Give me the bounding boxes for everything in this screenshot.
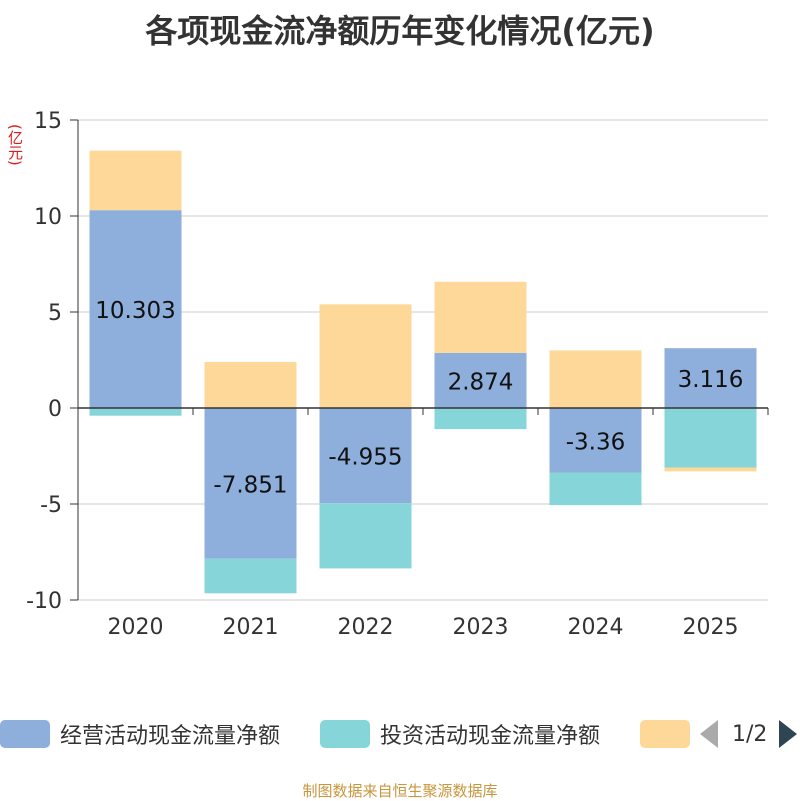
data-label-2020: 10.303 xyxy=(95,298,175,324)
bar-2024-series-2 xyxy=(549,350,642,408)
bar-2023-series-1 xyxy=(434,408,527,430)
legend-swatch-operating xyxy=(0,720,50,748)
bar-2024-series-1 xyxy=(549,472,642,506)
data-label-2025: 3.116 xyxy=(678,367,744,393)
legend-pager: 1/2 xyxy=(700,716,798,752)
bar-2025-series-0 xyxy=(664,348,757,408)
x-tick-label: 2021 xyxy=(223,615,279,640)
data-source-note: 制图数据来自恒生聚源数据库 xyxy=(302,782,498,800)
y-tick-label: 5 xyxy=(48,301,62,326)
bar-2022-series-1 xyxy=(319,503,412,569)
bar-2022-series-0 xyxy=(319,408,412,504)
legend-next-page-icon[interactable] xyxy=(779,720,798,748)
legend: 经营活动现金流量净额 投资活动现金流量净额 1/2 xyxy=(0,716,800,752)
x-tick-label: 2025 xyxy=(683,615,739,640)
legend-item-financing[interactable] xyxy=(640,716,700,752)
bar-2020-series-2 xyxy=(89,150,182,211)
legend-item-operating[interactable]: 经营活动现金流量净额 xyxy=(0,716,280,752)
bar-2023-series-2 xyxy=(434,281,527,353)
legend-prev-page-icon[interactable] xyxy=(700,720,718,748)
legend-label-operating: 经营活动现金流量净额 xyxy=(60,724,281,749)
x-tick-label: 2023 xyxy=(453,615,509,640)
x-tick-label: 2020 xyxy=(108,615,164,640)
chart-title: 各项现金流净额历年变化情况(亿元) xyxy=(145,12,655,50)
bar-2023-series-0 xyxy=(434,352,527,408)
bar-2021-series-0 xyxy=(204,408,297,559)
bar-2021-series-1 xyxy=(204,558,297,594)
y-tick-label: -5 xyxy=(40,493,62,518)
legend-item-investing[interactable]: 投资活动现金流量净额 xyxy=(320,716,600,752)
legend-page-indicator: 1/2 xyxy=(732,721,768,747)
bar-2021-series-2 xyxy=(204,361,297,408)
x-tick-label: 2022 xyxy=(338,615,394,640)
bar-2025-series-2 xyxy=(664,467,757,472)
y-tick-label: 10 xyxy=(34,205,62,230)
y-tick-label: -10 xyxy=(26,589,62,614)
bar-2022-series-2 xyxy=(319,304,412,408)
data-label-2023: 2.874 xyxy=(448,369,514,395)
bar-2024-series-0 xyxy=(549,408,642,473)
bar-2025-series-1 xyxy=(664,408,757,468)
chart-area: 15 10 5 0 -5 -10 10.303 -7.851 -4.955 2.874 -3.36 3… xyxy=(26,109,769,640)
x-tick-label: 2024 xyxy=(568,615,624,640)
y-tick-label: 15 xyxy=(34,109,62,134)
data-label-2022: -4.955 xyxy=(328,445,402,471)
y-axis-unit-label: (亿元) xyxy=(6,124,24,166)
legend-swatch-investing xyxy=(320,720,370,748)
legend-swatch-financing xyxy=(640,720,690,748)
legend-label-investing: 投资活动现金流量净额 xyxy=(380,724,601,749)
data-label-2024: -3.36 xyxy=(566,429,626,455)
bar-2020-series-1 xyxy=(89,408,182,416)
y-tick-label: 0 xyxy=(48,397,62,422)
data-label-2021: -7.851 xyxy=(213,472,287,498)
bar-2020-series-0 xyxy=(89,210,182,408)
